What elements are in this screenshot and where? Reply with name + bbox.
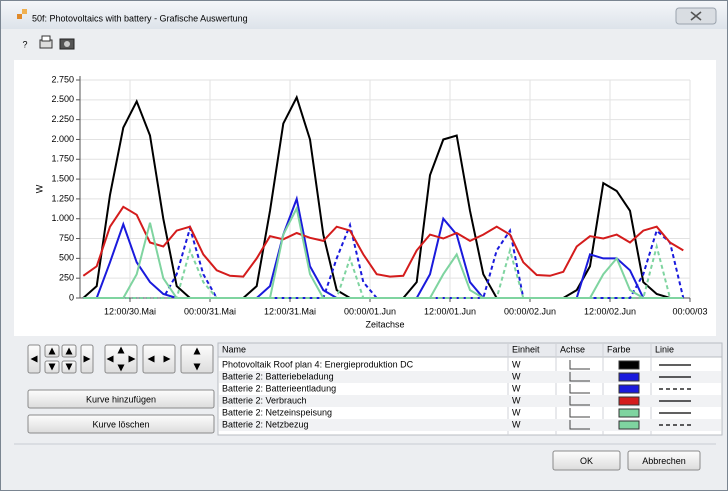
window-title: 50f: Photovoltaics with battery - Grafis… <box>32 13 248 23</box>
axis-icon <box>569 372 590 382</box>
chart-panel <box>14 60 716 336</box>
y-tick-label: 2.250 <box>51 114 74 124</box>
cancel-button[interactable] <box>627 450 701 471</box>
y-tick-label: 2.750 <box>51 74 74 84</box>
y-tick-label: 2.000 <box>51 134 74 144</box>
x-axis-label: Zeitachse <box>365 319 404 329</box>
column-header: Farbe <box>607 344 631 354</box>
color-swatch[interactable] <box>618 372 640 382</box>
title-bar <box>1 1 727 29</box>
series-line <box>82 205 684 278</box>
arrow-icon <box>193 363 201 371</box>
axis-icon <box>569 384 590 394</box>
y-tick-label: 0 <box>69 292 74 302</box>
cancel-button-label: Abbrechen <box>642 456 686 466</box>
ok-button-label: OK <box>580 456 593 466</box>
axis-icon <box>569 360 590 370</box>
arrow-icon <box>163 355 171 363</box>
column-header: Linie <box>655 344 674 354</box>
series-unit: W <box>512 359 521 369</box>
nav-button[interactable] <box>180 344 214 374</box>
row-stripe <box>219 419 721 431</box>
series-unit: W <box>512 383 521 393</box>
help-button[interactable]: ? <box>22 39 27 49</box>
series-unit: W <box>512 407 521 417</box>
arrow-icon <box>128 355 136 363</box>
camera-button[interactable] <box>59 38 75 50</box>
arrow-icon <box>48 363 56 371</box>
x-tick-label: 00:00/01.Jun <box>344 306 396 316</box>
arrow-icon <box>117 364 125 372</box>
y-tick-label: 1.750 <box>51 154 74 164</box>
y-tick-label: 250 <box>59 273 74 283</box>
x-tick-label: 12:00/30.Mai <box>104 306 156 316</box>
arrow-icon <box>65 347 73 355</box>
axis-icon <box>569 408 590 418</box>
x-tick-label: 00:00/02.Jun <box>504 306 556 316</box>
y-tick-label: 750 <box>59 233 74 243</box>
x-tick-label: 12:00/31.Mai <box>264 306 316 316</box>
add-curve-button-label: Kurve hinzufügen <box>86 394 156 404</box>
arrow-icon <box>147 355 155 363</box>
series-name[interactable]: Batterie 2: Netzbezug <box>222 419 309 429</box>
x-tick-label: 00:00/03 <box>672 306 707 316</box>
x-tick-label: 12:00/02.Jun <box>584 306 636 316</box>
add-curve-button[interactable] <box>27 389 215 409</box>
y-axis-label: W <box>34 184 44 193</box>
series-unit: W <box>512 371 521 381</box>
close-icon <box>690 11 702 21</box>
row-stripe <box>219 371 721 383</box>
arrow-icon <box>48 347 56 355</box>
x-tick-label: 12:00/01.Jun <box>424 306 476 316</box>
arrow-icon <box>193 347 201 355</box>
column-header: Einheit <box>512 344 540 354</box>
color-swatch[interactable] <box>618 420 640 430</box>
x-tick-label: 00:00/31.Mai <box>184 306 236 316</box>
print-button[interactable] <box>39 35 53 49</box>
delete-curve-button[interactable] <box>27 414 215 434</box>
app-icon <box>17 14 22 19</box>
y-tick-label: 2.500 <box>51 94 74 104</box>
row-stripe <box>219 395 721 407</box>
delete-curve-button-label: Kurve löschen <box>92 419 149 429</box>
y-tick-label: 1.000 <box>51 213 74 223</box>
column-header: Achse <box>560 344 585 354</box>
y-tick-label: 500 <box>59 253 74 263</box>
color-swatch[interactable] <box>618 408 640 418</box>
color-swatch[interactable] <box>618 360 640 370</box>
y-tick-label: 1.250 <box>51 193 74 203</box>
color-swatch[interactable] <box>618 396 640 406</box>
axis-icon <box>569 396 590 406</box>
nav-button[interactable] <box>104 344 138 374</box>
series-name[interactable]: Batterie 2: Verbrauch <box>222 395 307 405</box>
legend-table-header <box>217 342 723 358</box>
nav-button[interactable] <box>142 344 176 374</box>
axis-icon <box>569 420 590 430</box>
column-header: Name <box>222 344 246 354</box>
arrow-icon <box>117 346 125 354</box>
arrow-icon <box>83 355 91 363</box>
arrow-icon <box>106 355 114 363</box>
series-name[interactable]: Batterie 2: Netzeinspeisung <box>222 407 332 417</box>
ok-button[interactable] <box>552 450 621 471</box>
series-name[interactable]: Batterie 2: Batteriebeladung <box>222 371 334 381</box>
app-icon <box>22 9 27 14</box>
arrow-icon <box>30 355 38 363</box>
color-swatch[interactable] <box>618 384 640 394</box>
y-tick-label: 1.500 <box>51 173 74 183</box>
arrow-icon <box>65 363 73 371</box>
series-name[interactable]: Batterie 2: Batterieentladung <box>222 383 336 393</box>
series-line <box>83 242 684 299</box>
series-unit: W <box>512 419 521 429</box>
series-unit: W <box>512 395 521 405</box>
navigation-buttons <box>27 344 214 374</box>
series-name[interactable]: Photovoltaik Roof plan 4: Energieprodukt… <box>222 359 414 369</box>
